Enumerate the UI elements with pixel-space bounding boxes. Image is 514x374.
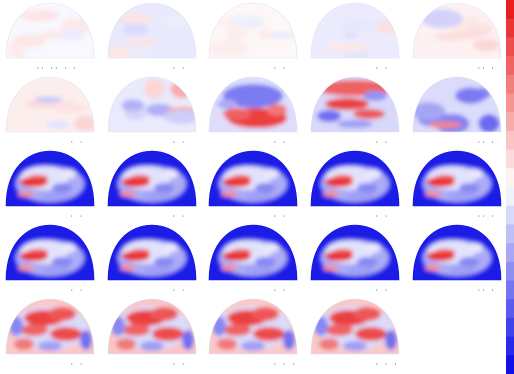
panel-marker-dots: · · (273, 287, 287, 294)
topomap-panel (107, 76, 197, 133)
topomap-panel (5, 150, 95, 207)
topomap-panel (5, 298, 95, 355)
panel-marker-dots: · · (172, 361, 186, 368)
colorbar-step (506, 299, 514, 319)
panel-marker-dots: · · (273, 213, 287, 220)
topomap-panel (107, 150, 197, 207)
panel-marker-dots: ·· ·· · · (36, 65, 78, 72)
colorbar-step (506, 74, 514, 94)
panel-marker-dots: · · (172, 65, 186, 72)
topomap-panel (5, 2, 95, 59)
colorbar-step (506, 0, 514, 20)
panel-marker-dots: · · (375, 139, 389, 146)
topomap-panel (208, 76, 298, 133)
colorbar-step (506, 168, 514, 188)
colorbar-step (506, 224, 514, 244)
topomap-panel (208, 2, 298, 59)
panel-marker-dots: · · (375, 65, 389, 72)
panel-marker-dots: · · · (273, 361, 297, 368)
topomap-panel (310, 298, 400, 355)
panel-marker-dots: · · (273, 65, 287, 72)
colorbar-step (506, 149, 514, 169)
colorbar-step (506, 130, 514, 151)
panel-marker-dots: · · (70, 361, 84, 368)
panel-marker-dots: · · (172, 139, 186, 146)
topomap-panel (107, 224, 197, 281)
topomap-panel (208, 224, 298, 281)
topomap-panel (208, 150, 298, 207)
panel-marker-dots: ·· · (477, 139, 496, 146)
topomap-panel (107, 298, 197, 355)
topomap-panel (5, 224, 95, 281)
colorbar-step (506, 112, 514, 132)
topomap-panel (310, 76, 400, 133)
topomap-panel (107, 2, 197, 59)
colorbar (506, 0, 514, 374)
panel-marker-dots: ·· · (477, 65, 496, 72)
colorbar-step (506, 37, 514, 57)
colorbar-step (506, 261, 514, 281)
topomap-panel (412, 224, 502, 281)
colorbar-step (506, 93, 514, 113)
colorbar-step (506, 243, 514, 263)
colorbar-step (506, 336, 514, 356)
colorbar-step (506, 317, 514, 338)
topomap-panel (310, 150, 400, 207)
panel-marker-dots: · · (273, 139, 287, 146)
topomap-panel (412, 76, 502, 133)
colorbar-step (506, 56, 514, 76)
topomap-panel (310, 2, 400, 59)
panel-marker-dots: ·· · (477, 287, 496, 294)
panel-marker-dots: · · (172, 287, 186, 294)
panel-marker-dots: · · (70, 287, 84, 294)
panel-marker-dots: · · (172, 213, 186, 220)
topomap-panel (310, 224, 400, 281)
topomap-panel (5, 76, 95, 133)
panel-marker-dots: · · · (375, 361, 399, 368)
panel-marker-dots: · · (375, 213, 389, 220)
topomap-panel (412, 2, 502, 59)
panel-marker-dots: · · (70, 213, 84, 220)
colorbar-step (506, 355, 514, 374)
colorbar-step (506, 205, 514, 225)
panel-marker-dots: · · (375, 287, 389, 294)
colorbar-step (506, 18, 514, 38)
colorbar-step (506, 280, 514, 300)
panel-marker-dots: · · (70, 139, 84, 146)
topomap-panel (208, 298, 298, 355)
colorbar-step (506, 187, 514, 207)
panel-marker-dots: ·· · (477, 213, 496, 220)
topomap-panel (412, 150, 502, 207)
